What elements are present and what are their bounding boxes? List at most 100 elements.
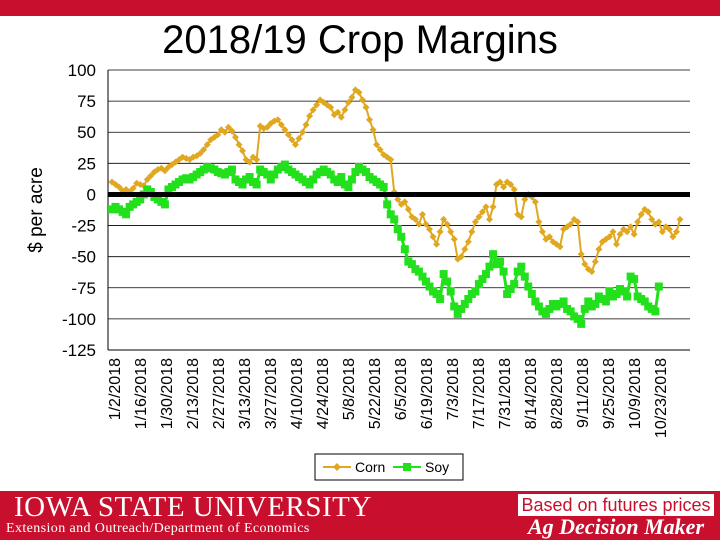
department-text: Extension and Outreach/Department of Eco…: [6, 521, 310, 536]
soy-point: [559, 297, 568, 306]
corn-point: [577, 250, 585, 258]
series-line-corn: [111, 88, 681, 274]
soy-point: [510, 280, 519, 289]
x-tick-label: 7/3/2018: [445, 358, 462, 420]
corn-point: [669, 233, 677, 241]
soy-point: [584, 297, 593, 306]
corn-point: [306, 112, 314, 120]
x-tick-label: 1/16/2018: [133, 358, 150, 429]
soy-point: [573, 314, 582, 323]
x-tick-label: 3/27/2018: [263, 358, 280, 429]
y-tick-label: 0: [87, 185, 96, 204]
x-tick-label: 1/30/2018: [159, 358, 176, 429]
x-tick-label: 7/31/2018: [497, 358, 514, 429]
chart-title: 2018/19 Crop Margins: [162, 18, 558, 62]
corn-point: [450, 235, 458, 243]
corn-point: [231, 133, 239, 141]
corn-point: [609, 228, 617, 236]
soy-point: [640, 297, 649, 306]
corn-point: [545, 233, 553, 241]
legend-marker: [403, 463, 411, 471]
corn-point: [429, 233, 437, 241]
soy-point: [623, 292, 632, 301]
soy-point: [305, 180, 314, 189]
soy-point: [400, 245, 409, 254]
x-tick-label: 5/22/2018: [367, 358, 384, 429]
soy-point: [238, 180, 247, 189]
corn-point: [274, 116, 282, 124]
corn-point: [489, 203, 497, 211]
soy-point: [270, 170, 279, 179]
y-tick-label: -125: [62, 341, 96, 360]
soy-point: [280, 160, 289, 169]
corn-point: [129, 184, 137, 192]
corn-point: [535, 218, 543, 226]
soy-point: [421, 277, 430, 286]
corn-point: [556, 243, 564, 251]
soy-point: [347, 175, 356, 184]
x-tick-label: 9/11/2018: [575, 358, 592, 428]
soy-point: [160, 200, 169, 209]
corn-point: [637, 210, 645, 218]
corn-point: [401, 198, 409, 206]
soy-point: [566, 307, 575, 316]
soy-point: [266, 175, 275, 184]
corn-point: [426, 225, 434, 233]
corn-point: [228, 127, 236, 135]
soy-point: [485, 262, 494, 271]
corn-point: [281, 126, 289, 134]
x-tick-label: 5/8/2018: [341, 358, 358, 420]
corn-point: [644, 208, 652, 216]
corn-point: [369, 126, 377, 134]
x-tick-label: 10/23/2018: [653, 358, 670, 438]
corn-point: [591, 258, 599, 266]
y-tick-label: -50: [71, 248, 96, 267]
corn-point: [358, 96, 366, 104]
corn-point: [246, 158, 254, 166]
corn-point: [253, 156, 261, 164]
y-axis-label: $ per acre: [26, 167, 47, 253]
corn-point: [415, 220, 423, 228]
soy-point: [386, 210, 395, 219]
legend-marker: [333, 463, 341, 471]
soy-point: [654, 282, 663, 291]
corn-point: [288, 136, 296, 144]
corn-point: [475, 213, 483, 221]
soy-point: [383, 200, 392, 209]
soy-point: [496, 257, 505, 266]
corn-point: [235, 141, 243, 149]
corn-point: [623, 228, 631, 236]
corn-point: [496, 178, 504, 186]
soy-point: [436, 294, 445, 303]
soy-point: [591, 299, 600, 308]
corn-point: [567, 220, 575, 228]
x-tick-label: 10/9/2018: [627, 358, 644, 429]
legend-label: Corn: [355, 459, 385, 475]
y-tick-label: 75: [77, 92, 96, 111]
corn-point: [366, 116, 374, 124]
corn-point: [411, 215, 419, 223]
corn-point: [224, 123, 232, 131]
corn-point: [327, 103, 335, 111]
corn-point: [344, 98, 352, 106]
corn-point: [418, 210, 426, 218]
soy-point: [397, 232, 406, 241]
corn-point: [468, 228, 476, 236]
corn-point: [581, 260, 589, 268]
soy-point: [432, 290, 441, 298]
corn-point: [404, 205, 412, 213]
soy-point: [453, 309, 462, 318]
corn-point: [531, 198, 539, 206]
soy-point: [499, 267, 508, 276]
x-tick-label: 2/13/2018: [185, 358, 202, 429]
soy-point: [379, 182, 388, 191]
corn-point: [341, 106, 349, 114]
soy-point: [414, 267, 423, 276]
corn-point: [295, 134, 303, 142]
soy-point: [577, 319, 586, 328]
corn-point: [574, 218, 582, 226]
corn-point: [471, 218, 479, 226]
corn-point: [478, 208, 486, 216]
soy-point: [263, 170, 272, 179]
corn-point: [203, 141, 211, 149]
